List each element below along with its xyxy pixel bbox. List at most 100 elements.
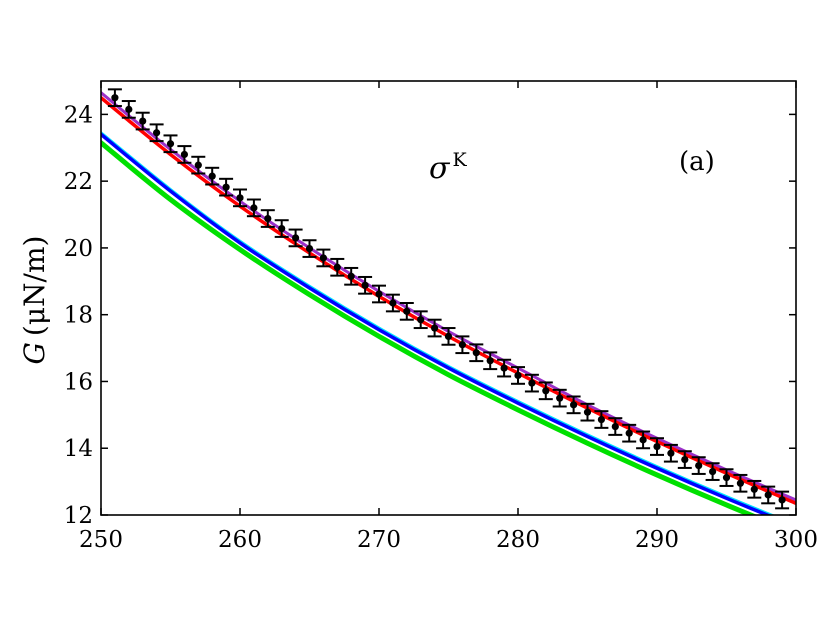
data-point xyxy=(288,228,303,248)
data-point xyxy=(344,266,359,286)
panel-label: (a) xyxy=(679,147,715,177)
series-line-4 xyxy=(101,132,772,515)
data-point xyxy=(246,198,261,218)
data-point-marker xyxy=(611,422,619,431)
y-tick-label: 24 xyxy=(64,102,93,128)
data-point xyxy=(399,302,414,321)
data-point-marker xyxy=(583,408,592,416)
data-point xyxy=(135,111,150,131)
data-point-marker xyxy=(778,496,786,504)
data-point xyxy=(761,485,776,505)
data-point xyxy=(455,335,470,355)
x-tick-label: 300 xyxy=(774,527,818,553)
data-point-marker xyxy=(389,299,397,307)
data-point xyxy=(372,284,386,304)
data-point xyxy=(677,450,692,469)
ticks-layer: 250 260 270 280 290 300 12 14 16 18 20 22 24 xyxy=(64,81,818,553)
data-point-marker xyxy=(208,172,216,180)
data-point-marker xyxy=(264,214,272,223)
data-point-marker xyxy=(695,461,703,470)
data-point xyxy=(233,188,247,208)
data-point xyxy=(469,343,484,363)
data-point-marker xyxy=(347,272,355,280)
data-point-marker xyxy=(681,455,689,464)
data-point xyxy=(413,310,428,330)
data-point xyxy=(191,155,206,175)
data-point xyxy=(691,456,706,475)
data-point xyxy=(330,257,345,277)
data-point xyxy=(205,166,220,186)
data-point-marker xyxy=(500,364,508,372)
data-point xyxy=(219,177,234,197)
data-point-marker xyxy=(431,324,439,332)
sigma-superscript: K xyxy=(452,149,467,171)
data-point-marker xyxy=(153,129,161,137)
y-tick-label: 18 xyxy=(64,303,93,329)
data-point xyxy=(177,145,192,164)
data-point xyxy=(524,373,539,393)
data-point-marker xyxy=(250,204,258,212)
data-point-marker xyxy=(514,371,522,380)
data-point-marker xyxy=(667,449,675,457)
data-point-marker xyxy=(542,387,550,395)
data-point xyxy=(622,423,637,443)
data-point xyxy=(552,388,567,408)
data-point-marker xyxy=(750,485,758,493)
y-tick-label: 14 xyxy=(64,436,93,462)
data-point xyxy=(358,275,373,295)
data-point xyxy=(733,473,748,493)
data-point-marker xyxy=(472,349,480,357)
data-point-marker xyxy=(722,474,731,482)
data-point xyxy=(705,462,720,481)
data-point-marker xyxy=(458,341,466,349)
data-point-marker xyxy=(292,234,300,242)
data-point xyxy=(163,134,178,154)
data-point-marker xyxy=(125,105,133,113)
y-tick-label: 22 xyxy=(64,169,93,195)
data-point-marker xyxy=(305,244,314,253)
data-point-marker xyxy=(528,379,536,387)
y-axis-label-unit: (μN/m) xyxy=(18,236,51,337)
data-point xyxy=(566,395,581,415)
x-tick-label: 260 xyxy=(218,527,262,553)
data-point-marker xyxy=(736,479,745,487)
data-point xyxy=(385,293,400,313)
data-point xyxy=(149,123,164,143)
data-point-marker xyxy=(222,183,230,191)
series-line-3 xyxy=(101,140,758,515)
data-point-marker xyxy=(319,254,327,262)
data-point-marker xyxy=(361,281,369,289)
data-point-marker xyxy=(625,429,633,437)
data-point-marker xyxy=(166,140,175,148)
data-point xyxy=(650,437,664,456)
data-point xyxy=(594,410,609,429)
data-point xyxy=(511,366,525,385)
data-point xyxy=(316,248,331,268)
data-point-marker xyxy=(556,394,564,402)
y-tick-label: 12 xyxy=(64,503,93,529)
data-point-marker xyxy=(639,436,647,444)
data-point xyxy=(107,88,122,108)
x-tick-label: 250 xyxy=(79,527,123,553)
series-line-1 xyxy=(101,95,796,506)
data-point-marker xyxy=(653,442,661,451)
data-point xyxy=(608,417,623,436)
data-point xyxy=(274,219,289,238)
data-point xyxy=(497,358,512,378)
data-point-marker xyxy=(597,415,606,424)
data-point-marker xyxy=(111,94,119,102)
plot-frame xyxy=(100,80,797,516)
x-tick-label: 270 xyxy=(357,527,401,553)
data-point-marker xyxy=(764,491,772,499)
data-points-layer xyxy=(107,88,790,510)
sigma-symbol: σ xyxy=(429,151,451,186)
data-point xyxy=(538,381,553,401)
data-point-marker xyxy=(444,332,453,340)
data-point-marker xyxy=(278,224,286,233)
data-point-marker xyxy=(236,194,244,202)
y-tick-label: 16 xyxy=(64,369,93,395)
data-point-marker xyxy=(417,316,425,324)
data-point xyxy=(121,100,136,119)
